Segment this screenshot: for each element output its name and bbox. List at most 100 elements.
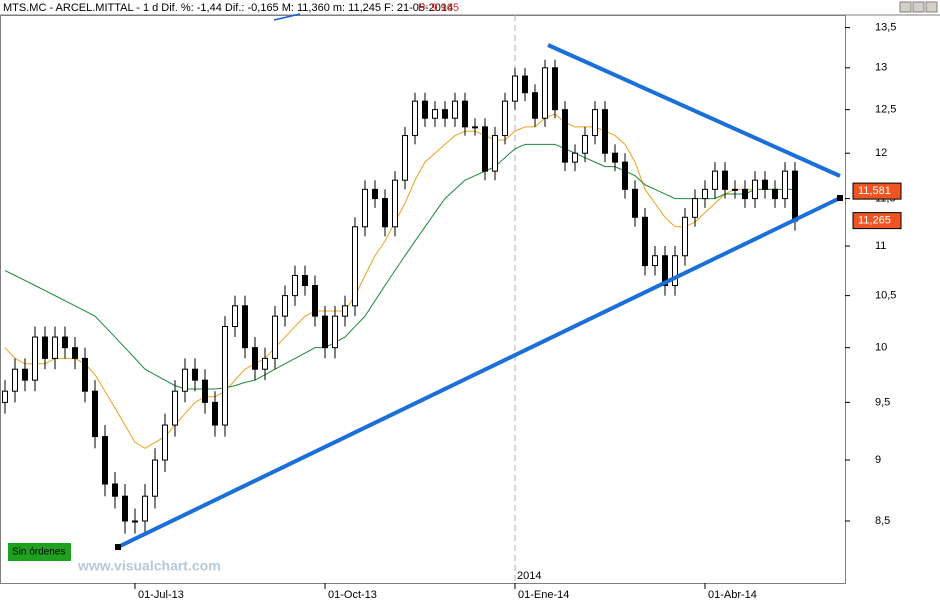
candle-body bbox=[572, 152, 578, 163]
candle-body bbox=[292, 274, 298, 297]
trendline-handle bbox=[115, 544, 121, 550]
candle-body bbox=[682, 216, 688, 257]
candle-body bbox=[62, 336, 68, 349]
y-tick-label: 13 bbox=[875, 62, 887, 74]
candle-body bbox=[232, 305, 238, 328]
y-tick-label: 12,5 bbox=[875, 104, 896, 116]
candle-body bbox=[202, 379, 208, 403]
candle-body bbox=[782, 170, 788, 200]
candle-body bbox=[192, 368, 198, 381]
candle-body bbox=[502, 100, 508, 137]
candle-body bbox=[102, 436, 108, 485]
candle-body bbox=[352, 226, 358, 307]
candle-body bbox=[282, 295, 288, 317]
candle-body bbox=[372, 188, 378, 200]
moving-average bbox=[4, 143, 795, 390]
candle-body bbox=[92, 390, 98, 438]
candle-body bbox=[242, 305, 248, 349]
candle-body bbox=[272, 315, 278, 359]
candle-body bbox=[692, 198, 698, 218]
y-tick-label: 11 bbox=[875, 240, 886, 252]
candle-body bbox=[702, 188, 708, 200]
header-tool bbox=[273, 13, 301, 21]
candle-body bbox=[42, 336, 48, 359]
window-buttons[interactable] bbox=[899, 1, 938, 13]
y-tick-label: 9,5 bbox=[875, 396, 890, 408]
candle-body bbox=[482, 126, 488, 172]
candle-body bbox=[222, 326, 228, 426]
candle-body bbox=[332, 315, 338, 349]
candle-body bbox=[662, 255, 668, 287]
header-price: P: 9.965 bbox=[418, 2, 459, 14]
candle-body bbox=[762, 179, 768, 190]
chart-header: MTS.MC - ARCEL.MITTAL - 1 d Dif. %: -1,4… bbox=[3, 2, 453, 14]
candle-body bbox=[632, 188, 638, 218]
candle-body bbox=[532, 92, 538, 119]
price-label: 11,581 bbox=[858, 185, 891, 197]
y-tick-label: 12 bbox=[875, 147, 887, 159]
y-tick-label: 10,5 bbox=[875, 290, 896, 302]
candle-body bbox=[32, 336, 38, 381]
candle-body bbox=[52, 336, 58, 359]
candle-body bbox=[612, 152, 618, 163]
candle-body bbox=[362, 188, 368, 228]
candle-body bbox=[592, 109, 598, 137]
candle-body bbox=[542, 67, 548, 119]
y-tick-label: 13,5 bbox=[875, 21, 896, 33]
candle-body bbox=[522, 75, 528, 94]
minimize-button[interactable] bbox=[899, 1, 912, 13]
candle-body bbox=[302, 274, 308, 287]
candle-body bbox=[152, 459, 158, 497]
watermark: www.visualchart.com bbox=[77, 558, 221, 574]
candle-body bbox=[142, 495, 148, 522]
candle-body bbox=[562, 109, 568, 163]
price-label: 11,265 bbox=[858, 215, 891, 227]
candle-body bbox=[452, 100, 458, 119]
candle-body bbox=[772, 188, 778, 200]
candle-body bbox=[112, 483, 118, 497]
candle-body bbox=[672, 255, 678, 287]
candle-body bbox=[122, 495, 128, 522]
y-tick-label: 8,5 bbox=[875, 515, 890, 527]
x-tick-label: 01-Ene-14 bbox=[518, 589, 569, 601]
candle-body bbox=[342, 305, 348, 317]
candle-body bbox=[472, 126, 478, 129]
candle-body bbox=[172, 390, 178, 426]
x-tick-label: 01-Oct-13 bbox=[328, 589, 377, 601]
candle-body bbox=[422, 100, 428, 119]
candle-body bbox=[182, 368, 188, 392]
maximize-button[interactable] bbox=[912, 1, 925, 13]
candle-body bbox=[212, 401, 218, 426]
moving-average bbox=[4, 113, 795, 449]
candle-body bbox=[22, 368, 28, 381]
candle-body bbox=[162, 424, 168, 461]
status-label: Sin órdenes bbox=[12, 547, 65, 558]
candle-body bbox=[312, 285, 318, 317]
price-box bbox=[852, 212, 902, 230]
status-box bbox=[8, 543, 71, 561]
candle-body bbox=[412, 100, 418, 137]
x-tick-label: 01-Jul-13 bbox=[138, 589, 184, 601]
candle-body bbox=[82, 357, 88, 392]
y-tick-label: 10 bbox=[875, 342, 887, 354]
candle-body bbox=[442, 109, 448, 119]
candle-body bbox=[582, 135, 588, 154]
close-button[interactable] bbox=[925, 1, 938, 13]
candle-body bbox=[392, 179, 398, 228]
candle-body bbox=[132, 520, 138, 523]
candle-body bbox=[652, 255, 658, 267]
candle-body bbox=[512, 75, 518, 102]
price-box bbox=[852, 182, 902, 200]
candle-body bbox=[752, 179, 758, 200]
candle-body bbox=[622, 161, 628, 190]
candle-body bbox=[382, 198, 388, 228]
candle-body bbox=[252, 347, 258, 370]
candle-body bbox=[432, 109, 438, 119]
candle-body bbox=[722, 170, 728, 190]
candle-body bbox=[792, 170, 798, 222]
trendline-handle bbox=[837, 195, 843, 201]
candle-body bbox=[552, 67, 558, 111]
candle-body bbox=[462, 100, 468, 128]
candle-body bbox=[72, 347, 78, 359]
